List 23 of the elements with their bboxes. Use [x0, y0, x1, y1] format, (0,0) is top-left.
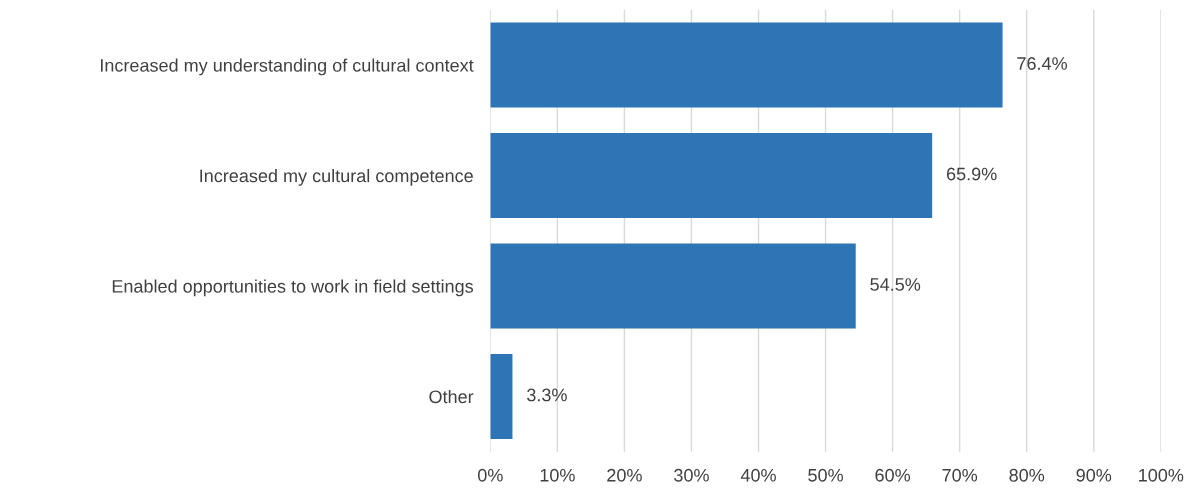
bar: [490, 353, 513, 440]
x-tick-label: 60%: [875, 468, 911, 482]
y-tick-label: Increased my understanding of cultural context: [100, 58, 474, 76]
x-tick-label: 50%: [808, 468, 843, 482]
bar: [490, 133, 933, 219]
x-tick-label: 30%: [674, 468, 709, 482]
x-tick-label: 0%: [477, 468, 503, 482]
data-label: 3.3%: [527, 388, 567, 402]
x-tick-label: 80%: [1009, 468, 1045, 482]
y-tick-label: Increased my cultural competence: [200, 168, 473, 186]
x-tick-label: 70%: [942, 468, 978, 482]
bar: [490, 243, 856, 329]
x-tick-label: 100%: [1139, 468, 1184, 482]
x-tick-label: 20%: [607, 468, 642, 482]
data-label: 65.9%: [946, 167, 997, 181]
x-tick-label: 40%: [740, 468, 776, 482]
x-tick-label: 90%: [1076, 468, 1112, 482]
y-tick-label: Other: [429, 389, 474, 404]
y-tick-label: Enabled opportunities to work in field settings: [112, 279, 474, 297]
x-tick-label: 10%: [540, 468, 575, 482]
bar: [490, 22, 1003, 108]
data-label: 76.4%: [1017, 57, 1067, 70]
data-label: 54.5%: [870, 278, 921, 291]
